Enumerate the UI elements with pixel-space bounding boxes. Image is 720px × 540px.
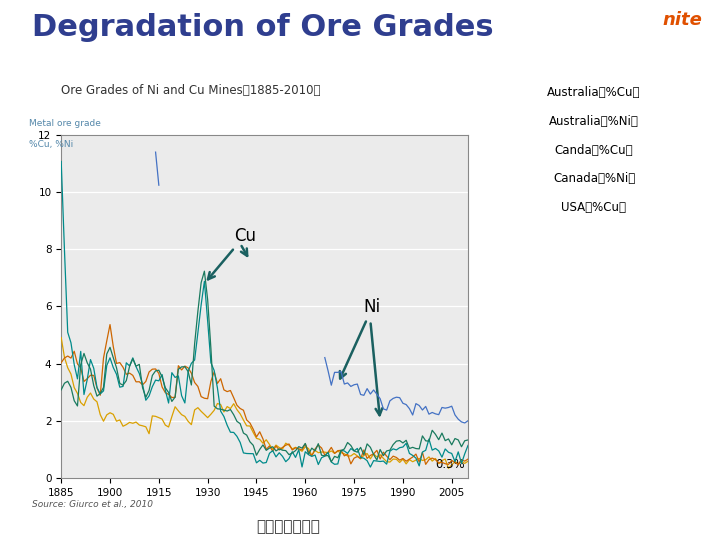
Text: nite: nite [662,11,702,29]
Text: Australia（%Cu）: Australia（%Cu） [547,86,641,99]
Text: Source: Giurco et al., 2010: Source: Giurco et al., 2010 [32,500,153,509]
Text: Canda（%Cu）: Canda（%Cu） [554,144,634,157]
Text: Ore Grades of Ni and Cu Mines（1885-2010）: Ore Grades of Ni and Cu Mines（1885-2010） [61,84,320,97]
Text: Cu: Cu [208,227,256,279]
Text: %Cu, %Ni: %Cu, %Ni [29,140,73,149]
Text: Degradation of Ore Grades: Degradation of Ore Grades [32,14,494,43]
Text: 0.3%: 0.3% [435,458,464,471]
Text: Australia（%Ni）: Australia（%Ni） [549,115,639,128]
Text: USA（%Cu）: USA（%Cu） [562,201,626,214]
Text: Canada（%Ni）: Canada（%Ni） [553,172,635,185]
Text: 森口祝一氏提供: 森口祝一氏提供 [256,519,320,535]
Text: Metal ore grade: Metal ore grade [29,119,101,128]
Text: Ni: Ni [340,298,381,379]
